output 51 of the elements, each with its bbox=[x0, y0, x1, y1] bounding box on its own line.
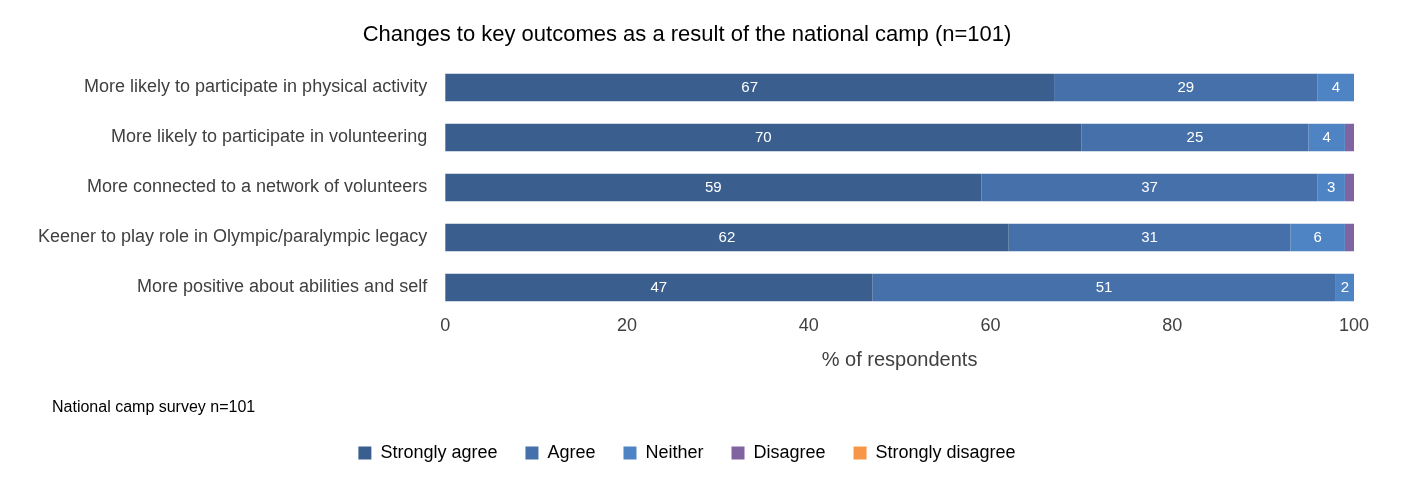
data-label: 4 bbox=[1322, 127, 1331, 145]
y-tick-label: Keener to play role in Olympic/paralympic legacy bbox=[38, 226, 428, 247]
x-tick-label: 20 bbox=[616, 315, 637, 336]
bar bbox=[1081, 123, 1309, 152]
data-label: 70 bbox=[754, 127, 772, 145]
bar bbox=[1317, 173, 1345, 202]
x-axis-title: % of respondents bbox=[821, 347, 978, 370]
data-label: 29 bbox=[1177, 77, 1195, 95]
x-tick-label: 0 bbox=[440, 315, 451, 336]
bar bbox=[1344, 173, 1354, 202]
bar bbox=[1317, 73, 1354, 102]
x-tick-label: 100 bbox=[1338, 315, 1370, 336]
y-tick-label: More likely to participate in volunteering bbox=[111, 126, 428, 147]
legend-label: Disagree bbox=[753, 441, 826, 462]
y-tick-label: More connected to a network of volunteers bbox=[86, 176, 428, 197]
text: National camp survey n=101 bbox=[52, 398, 256, 416]
data-label: 62 bbox=[718, 227, 736, 245]
bar bbox=[1308, 123, 1345, 152]
data-label: 67 bbox=[741, 77, 758, 95]
legend-label: Strongly disagree bbox=[875, 441, 1016, 462]
bar bbox=[445, 73, 1055, 102]
bar bbox=[1008, 223, 1291, 252]
bar bbox=[981, 173, 1318, 202]
bar bbox=[1290, 223, 1345, 252]
legend-label: Strongly agree bbox=[380, 441, 498, 462]
data-label: 47 bbox=[650, 277, 668, 295]
bar bbox=[445, 173, 982, 202]
bar bbox=[445, 223, 1009, 252]
bar bbox=[1054, 73, 1318, 102]
x-tick-label: 60 bbox=[980, 315, 1001, 336]
legend-label: Neither bbox=[645, 441, 704, 462]
data-label: 51 bbox=[1095, 277, 1113, 295]
chart-title: Changes to key outcomes as a result of the national camp (n=101) bbox=[362, 21, 1012, 47]
x-tick-label: 40 bbox=[798, 315, 819, 336]
data-label: 25 bbox=[1186, 127, 1204, 145]
data-label: 59 bbox=[704, 177, 722, 195]
data-label: 3 bbox=[1327, 177, 1336, 195]
data-label: 37 bbox=[1141, 177, 1158, 195]
data-label: 4 bbox=[1331, 77, 1340, 95]
legend-label: Agree bbox=[547, 441, 596, 462]
data-label: 6 bbox=[1313, 227, 1322, 245]
data-label: 2 bbox=[1340, 277, 1350, 295]
y-tick-label: More likely to participate in physical activity bbox=[84, 76, 428, 97]
y-tick-label: More positive about abilities and self bbox=[137, 276, 429, 297]
bar bbox=[872, 273, 1336, 302]
x-tick-label: 80 bbox=[1162, 315, 1183, 336]
bar bbox=[445, 273, 873, 302]
bar bbox=[1344, 123, 1354, 152]
bar bbox=[445, 123, 1082, 152]
bar bbox=[1344, 223, 1354, 252]
data-label: 31 bbox=[1141, 227, 1158, 245]
